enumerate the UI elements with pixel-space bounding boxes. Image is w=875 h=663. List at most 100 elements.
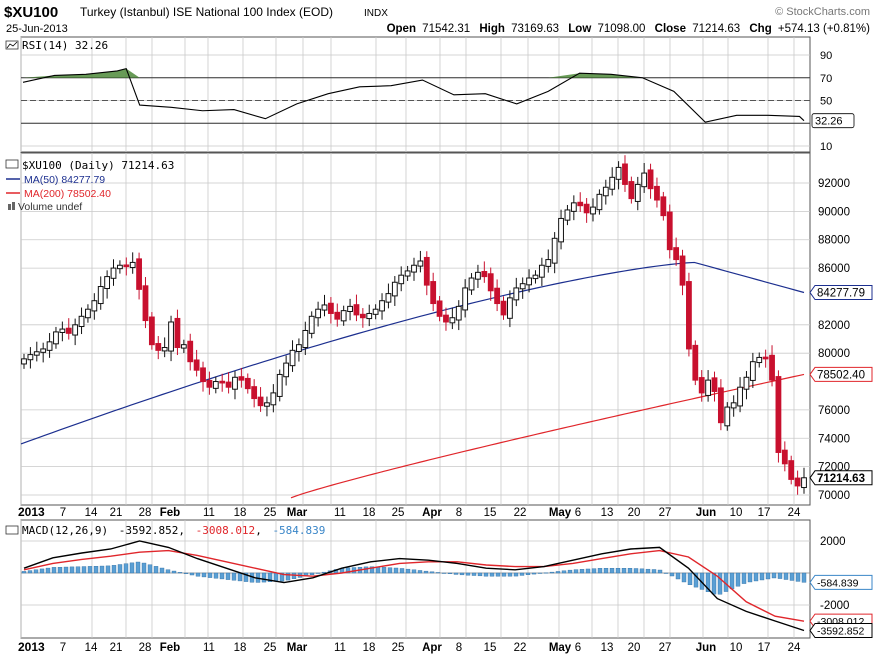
x-tick-label: 7	[60, 642, 66, 654]
macd-histogram-bar	[489, 572, 495, 577]
macd-histogram-bar	[567, 569, 573, 574]
candle-up	[270, 392, 277, 406]
macd-signal-line	[23, 549, 805, 622]
candle-up	[46, 341, 53, 351]
candle-up	[455, 305, 462, 321]
macd-histogram-bar	[669, 572, 675, 577]
candle-up	[545, 259, 552, 267]
macd-histogram-bar	[597, 568, 603, 574]
macd-histogram-bar	[195, 572, 201, 577]
macd-histogram-bar	[693, 572, 699, 588]
macd-legend-name: MACD(12,26,9)	[22, 524, 108, 537]
candle-up	[385, 293, 392, 303]
candle-down	[334, 311, 341, 320]
macd-legend-macd: -3592.852	[119, 524, 179, 537]
macd-histogram-bar	[759, 572, 765, 581]
price-tick-label: 86000	[818, 263, 850, 275]
macd-histogram-bar	[387, 567, 393, 574]
macd-histogram-bar	[381, 567, 387, 574]
rsi-tick-label: 10	[820, 141, 832, 153]
candle-down	[711, 377, 718, 392]
candle-down	[359, 313, 366, 319]
x-tick-label: 15	[484, 642, 497, 654]
price-tick-label: 88000	[818, 235, 850, 247]
candle-down	[443, 314, 449, 323]
candle-up	[564, 209, 571, 221]
macd-histogram-bar	[729, 572, 735, 590]
x-tick-label: 25	[392, 507, 405, 519]
candle-down	[577, 201, 584, 207]
candle-down	[187, 340, 194, 363]
candle-up	[602, 186, 609, 197]
candle-down	[788, 460, 795, 480]
macd-histogram-bar	[75, 566, 81, 574]
macd-histogram-bar	[21, 571, 27, 574]
candle-up	[91, 300, 98, 312]
candle-up	[117, 264, 123, 270]
candle-up	[609, 176, 616, 190]
candle-up	[97, 286, 104, 305]
candle-down	[775, 376, 782, 453]
x-tick-label: 2013	[18, 505, 45, 519]
open-label: Open	[387, 23, 416, 35]
x-tick-label: 25	[392, 642, 405, 654]
x-tick-label: 21	[110, 507, 123, 519]
macd-histogram-bar	[237, 572, 243, 582]
exchange: INDX	[364, 8, 388, 19]
candle-up	[161, 347, 168, 352]
candle-up	[347, 305, 353, 312]
candle-down	[794, 477, 801, 487]
candle-up	[264, 402, 270, 407]
macd-tick-label: -2000	[820, 600, 849, 612]
candle-up	[526, 277, 532, 286]
close-label: Close	[655, 23, 686, 35]
x-tick-label: 18	[234, 507, 247, 519]
candle-down	[494, 287, 501, 305]
rsi-tick-label: 70	[820, 73, 832, 85]
macd-legend-signal: -3008.012	[196, 524, 256, 537]
candle-up	[53, 331, 59, 345]
candle-icon	[5, 159, 19, 169]
macd-histogram-bar	[735, 572, 741, 587]
candle-up	[129, 261, 136, 269]
candle-down	[762, 356, 769, 360]
candle-up	[104, 276, 111, 290]
macd-histogram-bar	[231, 572, 237, 581]
candle-up	[468, 277, 475, 291]
x-tick-label: 6	[575, 507, 581, 519]
macd-histogram-bar	[423, 570, 429, 574]
x-tick-label: 8	[456, 507, 462, 519]
macd-histogram-bar	[285, 572, 291, 581]
macd-histogram-bar	[747, 572, 753, 583]
macd-histogram-bar	[369, 566, 375, 574]
x-tick-label: 17	[758, 642, 771, 654]
high-value: 73169.63	[511, 23, 559, 35]
macd-histogram-bar	[765, 572, 771, 580]
x-tick-label: 13	[601, 642, 614, 654]
macd-histogram-bar	[69, 566, 75, 574]
candle-up	[596, 193, 603, 211]
x-tick-label: 13	[601, 507, 614, 519]
rsi-legend: RSI(14) 32.26	[5, 39, 108, 52]
candle-up	[232, 376, 238, 390]
macd-histogram-bar	[651, 569, 657, 574]
candle-up	[110, 267, 117, 279]
candle-up	[538, 264, 545, 278]
candle-down	[686, 281, 692, 350]
macd-histogram-bar	[225, 572, 231, 580]
macd-histogram-bar	[675, 572, 681, 580]
volume-bar-icon	[12, 202, 15, 210]
macd-histogram-bar	[267, 572, 273, 582]
macd-line	[23, 540, 805, 632]
x-tick-label: 11	[334, 642, 346, 654]
macd-histogram-bar	[147, 564, 153, 574]
candle-up	[507, 297, 513, 319]
macd-histogram-bar	[177, 572, 183, 574]
rsi-panel: 907050301032.26	[20, 36, 855, 153]
candle-up	[724, 406, 731, 427]
x-tick-label: 18	[363, 642, 376, 654]
candle-up	[756, 356, 763, 364]
candle-up	[59, 328, 66, 333]
macd-histogram-bar	[573, 569, 579, 574]
candle-up	[21, 358, 27, 365]
